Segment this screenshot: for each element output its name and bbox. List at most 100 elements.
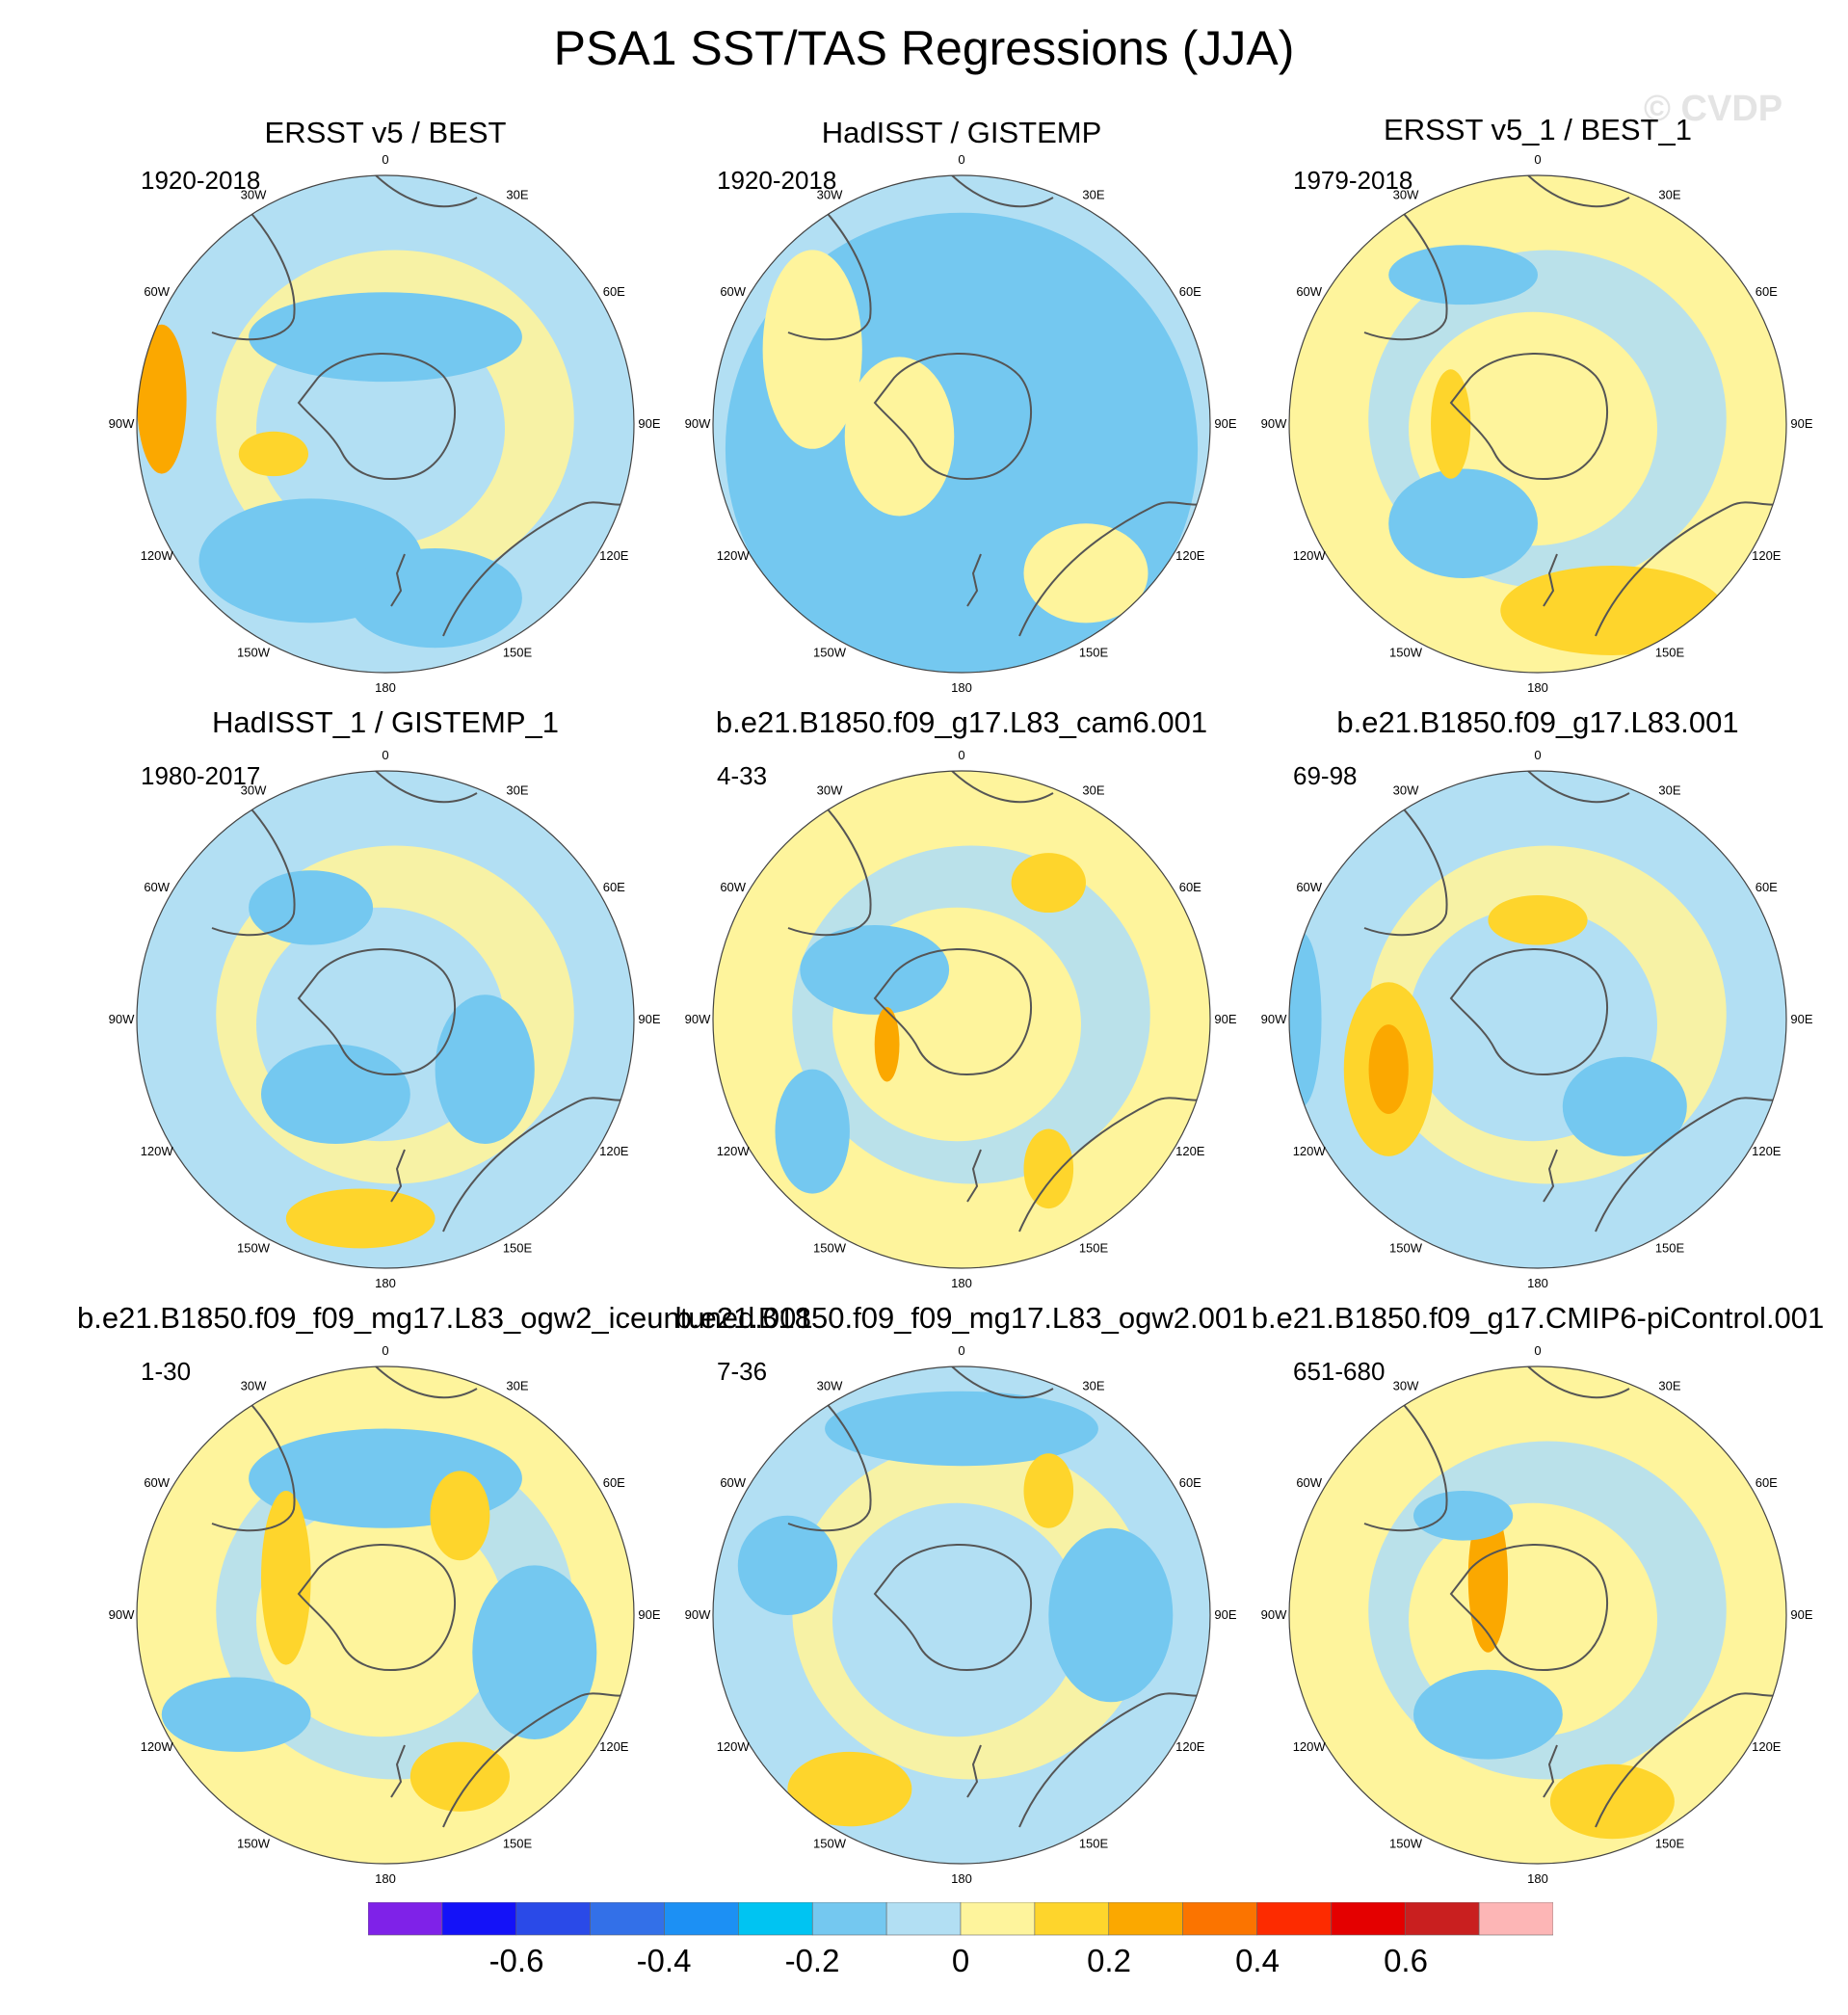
figure-title: PSA1 SST/TAS Regressions (JJA) — [553, 21, 1295, 75]
panel-6-africa-outline — [1527, 771, 1630, 804]
panel-7-map-border — [136, 1365, 635, 1865]
panel-2-africa-outline — [951, 175, 1054, 208]
panel-8-australia-outline — [1018, 1691, 1208, 1828]
panel-9-lon-label: 150W — [1389, 1836, 1423, 1850]
panel-9-lon-label: 90W — [1261, 1607, 1287, 1622]
panel-3-new-zealand-outline — [1543, 553, 1558, 607]
panel-5-anomaly-4 — [1023, 1128, 1074, 1209]
panel-4-lon-label: 30W — [241, 783, 267, 798]
panel-1-australia-outline — [442, 500, 632, 637]
panel-2-lon-label: 120W — [717, 548, 751, 563]
panel-1-antarctica-outline — [297, 353, 457, 481]
panel-1-south-america-outline — [211, 201, 296, 341]
panel-7-map — [137, 1366, 634, 1864]
panel-4-years: 1980-2017 — [141, 761, 261, 790]
panel-1-lon-label: 150E — [503, 645, 533, 659]
panel-7-new-zealand-outline — [390, 1744, 406, 1798]
panel-3-anomaly-2 — [1388, 468, 1538, 578]
colorbar-label-neg04: -0.4 — [636, 1943, 692, 1978]
panel-8-anomaly-1 — [825, 1391, 1098, 1467]
panel-2-lon-label: 90W — [685, 416, 711, 431]
panel-7-south-america-outline — [211, 1392, 296, 1532]
panel-1-lon-label: 60W — [144, 284, 170, 299]
panel-2-anomaly-4 — [762, 250, 862, 449]
colorbar-label-neg02: -0.2 — [784, 1943, 840, 1978]
panel-7-lon-label: 150W — [237, 1836, 271, 1850]
panel-5-lon-label: 30E — [1082, 783, 1104, 798]
panel-5-antarctica-outline — [873, 948, 1033, 1076]
panel-8-lon-label: 90W — [685, 1607, 711, 1622]
panel-6-lon-label: 90E — [1790, 1012, 1812, 1026]
panel-8-anomaly-3 — [787, 1751, 912, 1827]
panel-5-anomaly-2 — [775, 1069, 850, 1194]
panel-1-years: 1920-2018 — [141, 166, 261, 195]
panel-7-lon-label: 0 — [382, 1343, 388, 1358]
panel-5-anomaly-3 — [1011, 853, 1087, 914]
panel-1-lon-label: 90E — [638, 416, 660, 431]
panel-5-lon-label: 150W — [813, 1240, 847, 1255]
panel-7-anomaly-2 — [472, 1565, 597, 1739]
panel-3-anomaly-3 — [1500, 566, 1725, 655]
panel-2-title: HadISST / GISTEMP — [821, 116, 1102, 149]
panel-5-lon-label: 120E — [1175, 1144, 1205, 1158]
panel-3-lon-label: 60W — [1296, 284, 1322, 299]
panel-4-map-border — [136, 770, 635, 1269]
panel-8-south-america-outline — [787, 1392, 872, 1532]
panel-7-lon-label: 90W — [109, 1607, 135, 1622]
panel-2-anomaly-3 — [1023, 523, 1148, 623]
panel-4-lon-label: 0 — [382, 748, 388, 762]
panel-7-lon-label: 30E — [506, 1379, 528, 1393]
panel-7-lon-label: 150E — [503, 1836, 533, 1850]
panel-3-lon-label: 120E — [1752, 548, 1782, 563]
panel-9-lon-label: 60E — [1756, 1475, 1778, 1490]
panel-8-lon-label: 150E — [1079, 1836, 1109, 1850]
panel-3-lon-label: 150W — [1389, 645, 1423, 659]
panel-7-anomaly-3 — [261, 1491, 311, 1665]
panel-3-australia-outline — [1595, 500, 1784, 637]
panel-6-map-border — [1288, 770, 1787, 1269]
panel-2-lon-label: 60W — [720, 284, 746, 299]
colorbar-label-pos02: 0.2 — [1087, 1943, 1131, 1978]
panel-6-lon-label: 30W — [1393, 783, 1419, 798]
panel-4-lon-label: 60W — [144, 880, 170, 894]
colorbar-box — [1478, 1902, 1553, 1936]
panel-6-australia-outline — [1595, 1096, 1784, 1233]
panel-1-lon-label: 120E — [599, 548, 629, 563]
panel-2-lon-label: 0 — [958, 152, 964, 167]
panel-9-anomaly-4 — [1413, 1491, 1514, 1541]
panel-4-lon-label: 150W — [237, 1240, 271, 1255]
panel-3-title: ERSST v5_1 / BEST_1 — [1384, 113, 1692, 146]
panel-7-africa-outline — [375, 1366, 478, 1399]
colorbar-box — [1108, 1902, 1183, 1936]
panel-3-map-border — [1288, 174, 1787, 674]
panel-1-lon-label: 120W — [141, 548, 174, 563]
panel-4-lon-label: 90E — [638, 1012, 660, 1026]
panel-3-map — [1289, 175, 1786, 673]
panel-9-anomaly-2 — [1467, 1502, 1509, 1653]
panel-2-lon-label: 30W — [817, 188, 843, 202]
panel-9-africa-outline — [1527, 1366, 1630, 1399]
panel-2-lon-label: 150W — [813, 645, 847, 659]
panel-6-lon-label: 30E — [1658, 783, 1680, 798]
panel-5-lon-label: 60W — [720, 880, 746, 894]
panel-9-title: b.e21.B1850.f09_g17.CMIP6-piControl.001 — [1251, 1301, 1825, 1335]
panel-7-inner-band — [256, 1502, 505, 1737]
panel-6-lon-label: 60E — [1756, 880, 1778, 894]
panel-5-lon-label: 90W — [685, 1012, 711, 1026]
panel-2-map-border — [712, 174, 1211, 674]
panel-4-antarctica-outline — [297, 948, 457, 1076]
panel-6-lon-label: 180 — [1527, 1276, 1548, 1290]
panel-7-lon-label: 60E — [603, 1475, 625, 1490]
panel-1-lon-label: 150W — [237, 645, 271, 659]
panel-1-anomaly-1 — [249, 292, 522, 383]
panel-9-map-border — [1288, 1365, 1787, 1865]
panel-8-lon-label: 30E — [1082, 1379, 1104, 1393]
colorbar-box — [664, 1902, 739, 1936]
panel-9-lon-label: 0 — [1534, 1343, 1541, 1358]
panel-3-lon-label: 90W — [1261, 416, 1287, 431]
panel-1-lon-label: 90W — [109, 416, 135, 431]
panel-3-south-america-outline — [1363, 201, 1448, 341]
panel-5-south-america-outline — [787, 797, 872, 937]
panel-3-lon-label: 90E — [1790, 416, 1812, 431]
